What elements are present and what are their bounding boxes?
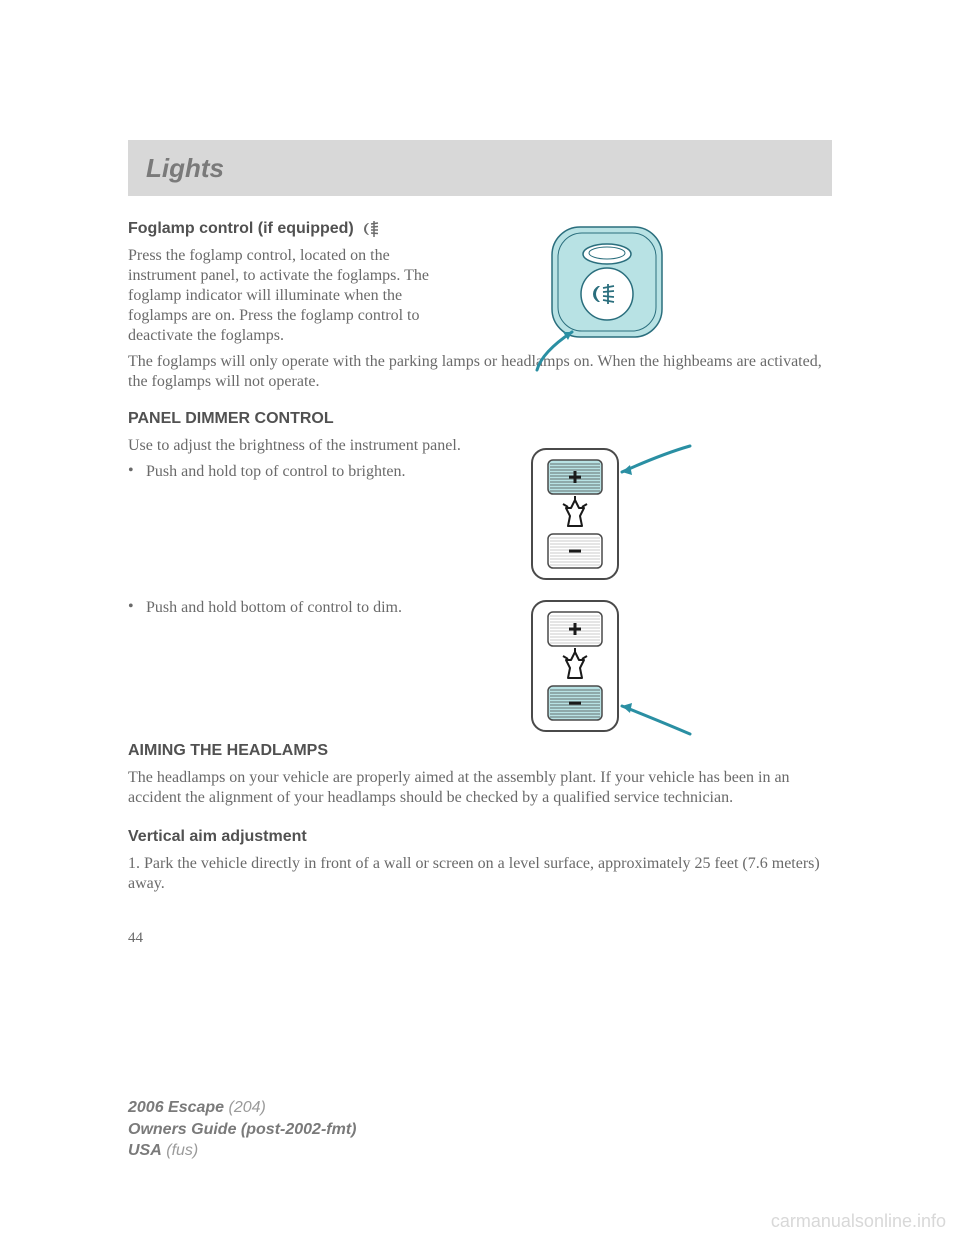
dimmer-title: PANEL DIMMER CONTROL (128, 410, 832, 428)
dimmer-bullet-1: • Push and hold top of control to bright… (128, 462, 832, 482)
dimmer-item-1: Push and hold top of control to brighten… (146, 462, 436, 482)
page-content: Lights Foglamp control (if equipped) Pre… (0, 0, 960, 947)
footer-region-code: (fus) (166, 1142, 198, 1159)
foglamp-paragraph-1: Press the foglamp control, located on th… (128, 246, 438, 346)
aiming-subheading: Vertical aim adjustment (128, 828, 307, 846)
spacer (128, 624, 832, 724)
watermark: carmanualsonline.info (771, 1211, 946, 1232)
dimmer-bullet-2: • Push and hold bottom of control to dim… (128, 598, 832, 618)
footer: 2006 Escape (204) Owners Guide (post-200… (128, 1097, 356, 1162)
dimmer-item-2: Push and hold bottom of control to dim. (146, 598, 436, 618)
foglamp-paragraph-2: The foglamps will only operate with the … (128, 352, 832, 392)
foglamp-symbol-icon (362, 220, 382, 238)
foglamp-button-illustration (532, 222, 682, 377)
dimmer-section: PANEL DIMMER CONTROL Use to adjust the b… (128, 410, 832, 724)
footer-region: USA (128, 1142, 162, 1159)
aiming-paragraph-1: The headlamps on your vehicle are proper… (128, 768, 832, 808)
dimmer-bottom-illustration (522, 596, 692, 736)
foglamp-heading: Foglamp control (if equipped) (128, 220, 354, 238)
footer-guide: Owners Guide (post-2002-fmt) (128, 1119, 356, 1141)
dimmer-intro: Use to adjust the brightness of the inst… (128, 436, 832, 456)
aiming-section: AIMING THE HEADLAMPS The headlamps on yo… (128, 742, 832, 894)
footer-model-code: (204) (229, 1099, 266, 1116)
section-header-title: Lights (146, 153, 224, 184)
bullet-icon: • (128, 598, 146, 616)
aiming-step-1: 1. Park the vehicle directly in front of… (128, 854, 832, 894)
page-number: 44 (128, 930, 832, 947)
dimmer-top-illustration (522, 444, 692, 584)
footer-line-1: 2006 Escape (204) (128, 1097, 356, 1119)
footer-model: 2006 Escape (128, 1099, 224, 1116)
spacer (128, 488, 832, 598)
section-header: Lights (128, 140, 832, 196)
footer-line-3: USA (fus) (128, 1140, 356, 1162)
aiming-title: AIMING THE HEADLAMPS (128, 742, 832, 760)
foglamp-section: Foglamp control (if equipped) Press the … (128, 220, 832, 392)
foglamp-heading-row: Foglamp control (if equipped) (128, 220, 832, 246)
bullet-icon: • (128, 462, 146, 480)
